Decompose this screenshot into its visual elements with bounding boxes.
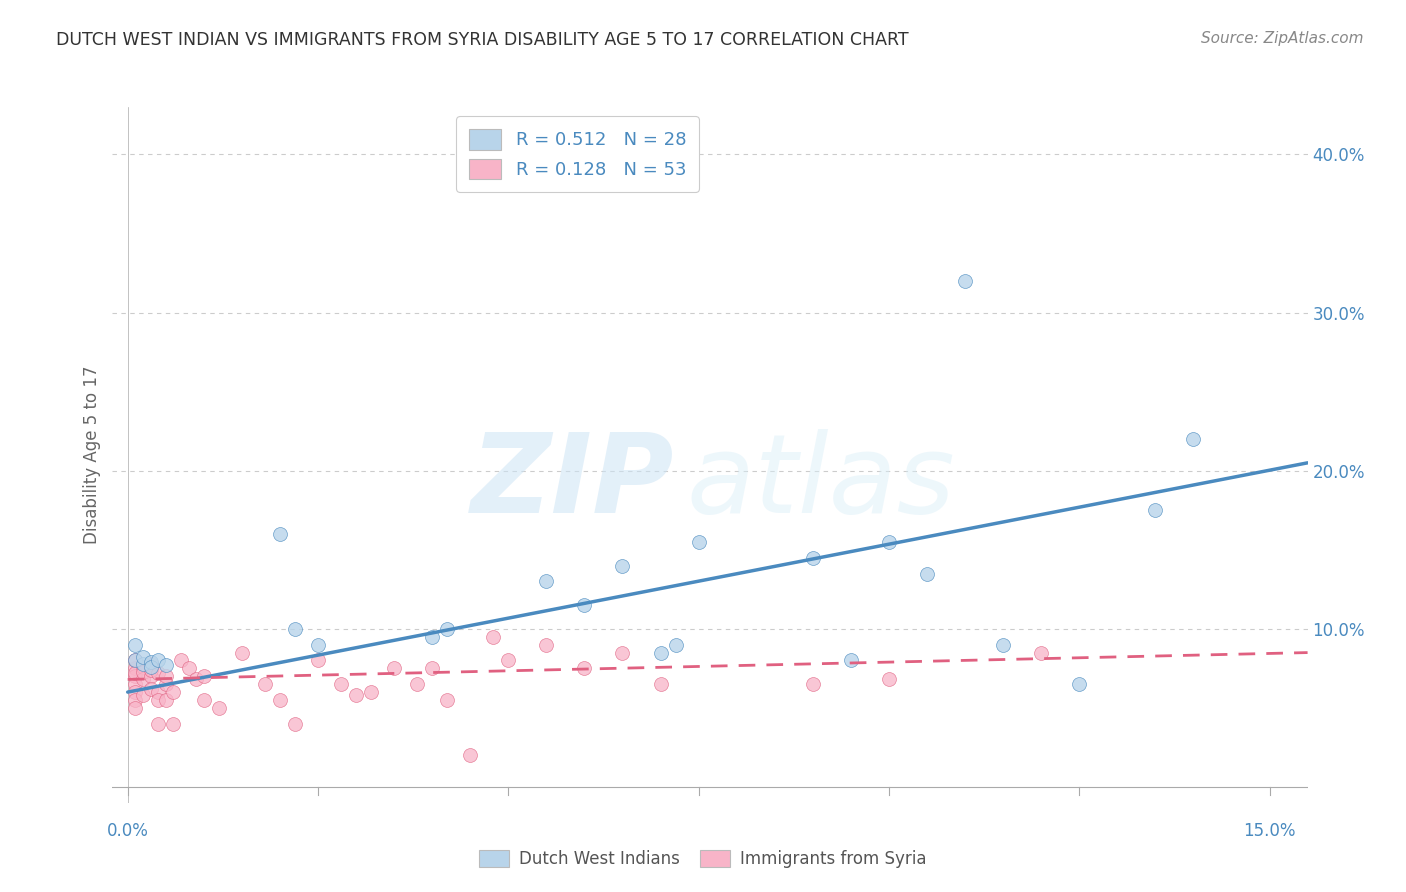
Point — [132, 660, 155, 674]
Point — [146, 666, 169, 681]
Point — [124, 693, 146, 707]
Point — [146, 685, 169, 699]
Point — [688, 534, 710, 549]
Text: ZIP: ZIP — [471, 429, 675, 536]
Point — [132, 665, 155, 679]
Text: Source: ZipAtlas.com: Source: ZipAtlas.com — [1201, 31, 1364, 46]
Point — [801, 550, 824, 565]
Point — [155, 677, 177, 691]
Point — [536, 574, 558, 589]
Point — [344, 688, 367, 702]
Legend: R = 0.512   N = 28, R = 0.128   N = 53: R = 0.512 N = 28, R = 0.128 N = 53 — [456, 116, 699, 192]
Point — [124, 653, 146, 667]
Point — [146, 716, 169, 731]
Point — [1182, 432, 1205, 446]
Point — [420, 661, 443, 675]
Point — [170, 653, 193, 667]
Point — [406, 677, 429, 691]
Text: 0.0%: 0.0% — [107, 822, 149, 839]
Point — [124, 685, 146, 699]
Point — [132, 688, 155, 702]
Point — [420, 630, 443, 644]
Point — [436, 693, 458, 707]
Point — [139, 663, 162, 677]
Point — [155, 658, 177, 673]
Point — [139, 655, 162, 669]
Point — [915, 566, 938, 581]
Point — [1144, 503, 1167, 517]
Point — [574, 598, 596, 612]
Point — [574, 661, 596, 675]
Point — [208, 701, 231, 715]
Point — [536, 638, 558, 652]
Point — [953, 274, 976, 288]
Point — [991, 638, 1014, 652]
Text: DUTCH WEST INDIAN VS IMMIGRANTS FROM SYRIA DISABILITY AGE 5 TO 17 CORRELATION CH: DUTCH WEST INDIAN VS IMMIGRANTS FROM SYR… — [56, 31, 908, 49]
Point — [877, 534, 900, 549]
Point — [1069, 677, 1091, 691]
Point — [124, 638, 146, 652]
Point — [650, 646, 672, 660]
Point — [155, 669, 177, 683]
Point — [124, 666, 146, 681]
Point — [132, 657, 155, 671]
Point — [360, 685, 382, 699]
Point — [839, 653, 862, 667]
Point — [269, 527, 291, 541]
Point — [139, 681, 162, 696]
Point — [329, 677, 352, 691]
Legend: Dutch West Indians, Immigrants from Syria: Dutch West Indians, Immigrants from Syri… — [472, 843, 934, 875]
Point — [139, 657, 162, 671]
Point — [284, 622, 307, 636]
Point — [124, 661, 146, 675]
Point — [284, 716, 307, 731]
Point — [139, 660, 162, 674]
Point — [307, 638, 329, 652]
Point — [177, 661, 200, 675]
Point — [231, 646, 253, 660]
Point — [139, 669, 162, 683]
Point — [146, 653, 169, 667]
Point — [162, 685, 184, 699]
Point — [132, 673, 155, 687]
Point — [186, 673, 208, 687]
Point — [162, 716, 184, 731]
Point — [382, 661, 405, 675]
Point — [307, 653, 329, 667]
Text: atlas: atlas — [686, 429, 955, 536]
Point — [665, 638, 688, 652]
Point — [801, 677, 824, 691]
Point — [124, 653, 146, 667]
Point — [124, 669, 146, 683]
Point — [132, 650, 155, 665]
Point — [436, 622, 458, 636]
Text: 15.0%: 15.0% — [1243, 822, 1296, 839]
Point — [1031, 646, 1053, 660]
Point — [650, 677, 672, 691]
Point — [612, 558, 634, 573]
Point — [458, 748, 481, 763]
Point — [612, 646, 634, 660]
Point — [498, 653, 520, 667]
Y-axis label: Disability Age 5 to 17: Disability Age 5 to 17 — [83, 366, 101, 544]
Point — [124, 701, 146, 715]
Point — [253, 677, 276, 691]
Point — [877, 673, 900, 687]
Point — [146, 693, 169, 707]
Point — [155, 693, 177, 707]
Point — [269, 693, 291, 707]
Point — [193, 693, 215, 707]
Point — [482, 630, 505, 644]
Point — [193, 669, 215, 683]
Point — [124, 677, 146, 691]
